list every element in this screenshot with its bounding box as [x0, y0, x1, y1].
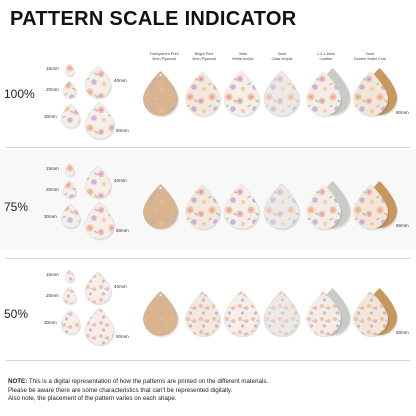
row-divider — [6, 360, 410, 361]
size-label-50mm: 50mm — [116, 334, 129, 339]
scale-percentage: 75% — [4, 200, 29, 214]
size-label-20mm: 20mm — [46, 87, 59, 92]
column-header: 3mm Clear Acrylic — [271, 52, 293, 61]
size-drop-50mm — [84, 306, 117, 353]
size-drop-15mm — [64, 62, 77, 84]
size-drop-50mm — [84, 200, 117, 247]
size-label-30mm: 30mm — [44, 114, 57, 119]
material-plywood-bright — [184, 289, 223, 344]
material-white-acrylic — [223, 69, 262, 124]
size-label-30mm: 30mm — [44, 320, 57, 325]
size-label-60mm: 60mm — [396, 330, 409, 335]
material-cork — [352, 182, 391, 237]
size-label-50mm: 50mm — [116, 228, 129, 233]
page-title: PATTERN SCALE INDICATOR — [10, 8, 297, 30]
size-label-60mm: 60mm — [396, 223, 409, 228]
size-drop-20mm — [62, 285, 79, 312]
size-drop-15mm — [64, 268, 77, 290]
material-plywood-bright — [184, 69, 223, 124]
size-drop-30mm — [60, 202, 83, 236]
column-header: 3mm White Acrylic — [232, 52, 254, 61]
size-label-50mm: 50mm — [116, 128, 129, 133]
size-label-20mm: 20mm — [46, 293, 59, 298]
material-leather — [305, 289, 344, 344]
material-cork — [352, 289, 391, 344]
size-drop-30mm — [60, 102, 83, 136]
material-plywood-transparent — [142, 69, 181, 124]
row-divider — [6, 147, 410, 148]
size-drop-50mm — [84, 100, 117, 147]
material-plywood-transparent — [142, 289, 181, 344]
size-drop-15mm — [64, 162, 77, 184]
size-label-40mm: 40mm — [114, 284, 127, 289]
size-drop-30mm — [60, 308, 83, 342]
material-plywood-transparent — [142, 182, 181, 237]
column-header: 1.4-1.8mm Leather — [316, 52, 336, 61]
material-clear-acrylic — [263, 182, 302, 237]
size-label-15mm: 15mm — [46, 166, 59, 171]
material-clear-acrylic — [263, 69, 302, 124]
material-white-acrylic — [223, 182, 262, 237]
size-drop-20mm — [62, 179, 79, 206]
scale-percentage: 50% — [4, 307, 29, 321]
note: NOTE: This is a digital representation o… — [8, 378, 269, 403]
column-header: Bright Print 3mm Plywood — [192, 52, 216, 61]
material-cork — [352, 69, 391, 124]
material-leather — [305, 182, 344, 237]
material-white-acrylic — [223, 289, 262, 344]
size-label-30mm: 30mm — [44, 214, 57, 219]
size-label-15mm: 15mm — [46, 272, 59, 277]
size-label-20mm: 20mm — [46, 187, 59, 192]
material-clear-acrylic — [263, 289, 302, 344]
size-drop-20mm — [62, 79, 79, 106]
size-drop-40mm — [84, 164, 114, 206]
size-label-40mm: 40mm — [114, 178, 127, 183]
size-label-15mm: 15mm — [46, 66, 59, 71]
column-header: Transparent Print 3mm Plywood — [149, 52, 179, 61]
size-label-60mm: 60mm — [396, 110, 409, 115]
material-plywood-bright — [184, 182, 223, 237]
size-drop-40mm — [84, 64, 114, 106]
size-drop-40mm — [84, 270, 114, 312]
material-leather — [305, 69, 344, 124]
row-divider — [6, 258, 410, 259]
scale-percentage: 100% — [4, 87, 35, 101]
size-label-40mm: 40mm — [114, 78, 127, 83]
column-header: 2mm Double Sided Cork — [354, 52, 386, 61]
